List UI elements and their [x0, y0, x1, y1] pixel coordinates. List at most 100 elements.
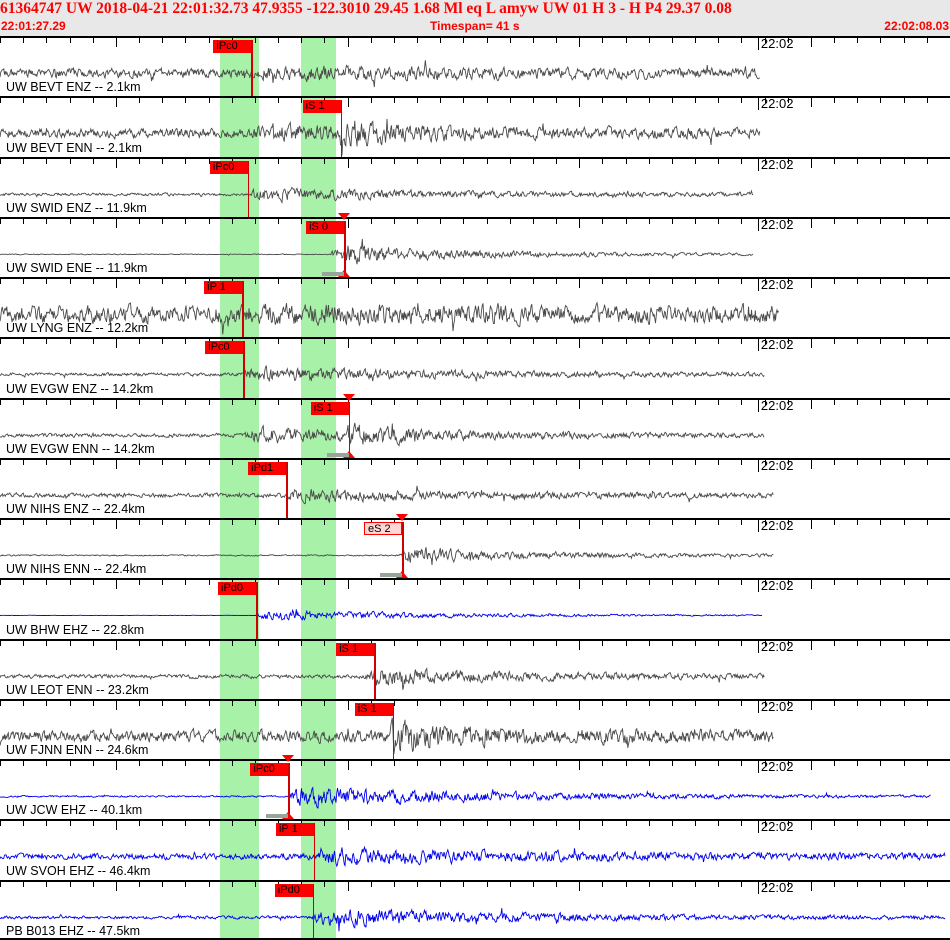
seismogram-row[interactable]: 22:02 iPc0 UW EVGW ENZ -- 14.2km	[0, 337, 950, 398]
phase-pick-label[interactable]: iPd0	[218, 582, 257, 596]
time-tick-minor	[602, 821, 603, 827]
time-tick-minor	[232, 821, 233, 827]
waveform-trace	[0, 666, 765, 690]
time-tick-minor	[672, 158, 673, 164]
time-tick-minor	[394, 399, 395, 405]
seismogram-row[interactable]: 22:02 iPd0 UW BHW EHZ -- 22.8km	[0, 578, 950, 639]
time-tick-minor	[162, 279, 163, 285]
time-tick-minor	[718, 821, 719, 827]
time-tick-minor	[927, 881, 928, 887]
time-axis-ticks	[0, 399, 950, 409]
seismogram-row[interactable]: 22:02 iPd0 PB B013 EHZ -- 47.5km	[0, 879, 950, 940]
phase-pick-label[interactable]: iP 1	[204, 281, 243, 295]
time-tick-minor	[371, 98, 372, 104]
time-tick-minor	[880, 640, 881, 646]
time-tick-minor	[162, 520, 163, 526]
row-separator	[0, 457, 950, 460]
time-tick-minor	[70, 821, 71, 827]
seismogram-row[interactable]: 22:02 iPc0 UW JCW EHZ -- 40.1km	[0, 755, 950, 820]
time-tick-major	[811, 158, 812, 168]
time-tick-minor	[695, 761, 696, 767]
time-tick-minor	[46, 700, 47, 706]
time-tick-minor	[185, 399, 186, 405]
time-axis-label: 22:02	[760, 36, 794, 51]
time-tick-minor	[371, 218, 372, 224]
time-tick-minor	[904, 700, 905, 706]
time-tick-major	[579, 339, 580, 349]
phase-pick-label[interactable]: iS 0	[306, 220, 345, 234]
time-tick-minor	[718, 761, 719, 767]
phase-pick-label[interactable]: iPc0	[250, 763, 289, 777]
seismogram-row[interactable]: 22:02 iP 1 UW SVOH EHZ -- 46.4km	[0, 819, 950, 880]
phase-pick-line	[288, 763, 290, 820]
seismogram-row[interactable]: 22:02 iS 1 UW FJNN ENN -- 24.6km	[0, 698, 950, 760]
time-tick-minor	[510, 38, 511, 43]
phase-pick-label[interactable]: iP 1	[275, 823, 314, 837]
waveform-trace	[0, 422, 765, 447]
seismogram-panel[interactable]: 22:02 iPc0 UW BEVT ENZ -- 2.1km 22:02 iS 1 UW…	[0, 36, 950, 940]
time-axis-label: 22:02	[760, 216, 794, 232]
time-tick-minor	[649, 158, 650, 164]
time-tick-minor	[695, 459, 696, 465]
time-tick-minor	[857, 700, 858, 706]
seismogram-row[interactable]: 22:02 eS 2 UW NIHS ENN -- 22.4km	[0, 514, 950, 579]
phase-pick-line	[392, 702, 395, 760]
phase-pick-label[interactable]: iPc0	[209, 160, 248, 174]
time-tick-minor	[857, 158, 858, 164]
time-tick-minor	[463, 279, 464, 285]
time-tick-minor	[371, 459, 372, 465]
time-axis-ticks	[0, 821, 950, 831]
seismogram-row[interactable]: 22:02 iPc0 UW SWID ENZ -- 11.9km	[0, 156, 950, 217]
time-tick-minor	[626, 580, 627, 586]
time-tick-minor	[0, 339, 1, 345]
phase-pick-label[interactable]: iS 1	[302, 100, 341, 114]
time-axis-label: 22:02	[760, 277, 794, 293]
time-tick-minor	[70, 339, 71, 345]
time-tick-minor	[185, 98, 186, 104]
time-tick-minor	[185, 821, 186, 827]
seismogram-row[interactable]: 22:02 iPd1 UW NIHS ENZ -- 22.4km	[0, 457, 950, 519]
time-tick-minor	[741, 339, 742, 345]
phase-pick-label[interactable]: iPd0	[274, 883, 313, 897]
time-axis-ticks	[0, 881, 950, 891]
time-tick-minor	[556, 700, 557, 706]
seismogram-row[interactable]: 22:02 iS 1 UW EVGW ENN -- 14.2km	[0, 393, 950, 458]
phase-pick-label[interactable]: iPc0	[213, 40, 252, 53]
row-separator	[0, 759, 950, 762]
time-tick-minor	[626, 640, 627, 646]
time-tick-major	[116, 700, 117, 710]
time-label-tick	[758, 217, 759, 231]
time-tick-minor	[765, 279, 766, 285]
phase-pick-label[interactable]: iS 1	[336, 642, 375, 656]
time-tick-minor	[556, 158, 557, 164]
time-tick-minor	[324, 580, 325, 586]
pick-arrow-down-icon	[342, 393, 355, 401]
time-tick-major	[348, 459, 349, 469]
seismogram-row[interactable]: 22:02 iS 1 UW BEVT ENN -- 2.1km	[0, 96, 950, 157]
phase-pick-label[interactable]: iS 1	[310, 401, 349, 415]
time-tick-minor	[0, 520, 1, 526]
phase-pick-label[interactable]: iPd1	[248, 461, 287, 475]
time-window-band	[301, 36, 336, 97]
phase-pick-line	[242, 281, 244, 338]
phase-pick-label[interactable]: iPc0	[205, 341, 244, 355]
phase-pick-label[interactable]: iS 1	[354, 702, 393, 716]
waveform-trace	[0, 846, 946, 868]
time-tick-minor	[741, 218, 742, 224]
time-tick-minor	[880, 218, 881, 224]
phase-pick-label[interactable]: eS 2	[364, 522, 402, 536]
time-tick-minor	[255, 640, 256, 646]
time-tick-minor	[904, 881, 905, 887]
seismogram-row[interactable]: 22:02 iPc0 UW BEVT ENZ -- 2.1km	[0, 36, 950, 97]
time-tick-minor	[463, 821, 464, 827]
time-tick-minor	[371, 399, 372, 405]
seismogram-row[interactable]: 22:02 iS 0 UW SWID ENE -- 11.9km	[0, 212, 950, 278]
time-tick-minor	[487, 640, 488, 646]
time-tick-minor	[46, 761, 47, 767]
time-tick-major	[811, 520, 812, 530]
time-tick-minor	[46, 580, 47, 586]
time-tick-minor	[371, 38, 372, 43]
time-tick-major	[348, 520, 349, 530]
seismogram-row[interactable]: 22:02 iP 1 UW LYNG ENZ -- 12.2km	[0, 277, 950, 338]
seismogram-row[interactable]: 22:02 iS 1 UW LEOT ENN -- 23.2km	[0, 638, 950, 699]
